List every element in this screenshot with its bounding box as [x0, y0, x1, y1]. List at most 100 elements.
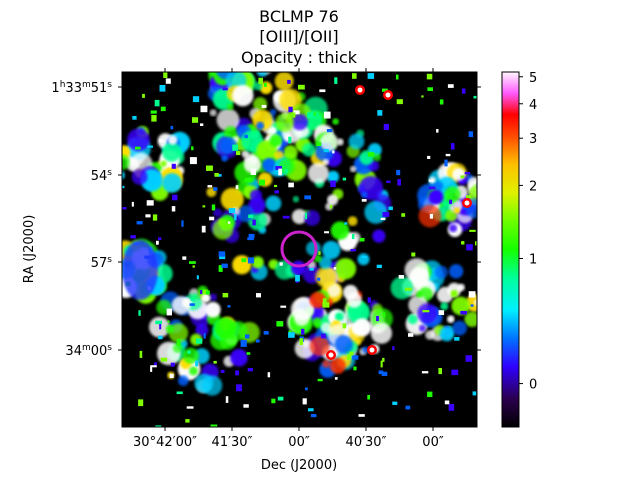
emission-speckle — [192, 117, 199, 123]
emission-speckle — [235, 370, 239, 376]
emission-speckle — [210, 424, 218, 427]
emission-blob — [322, 240, 341, 260]
emission-blob — [347, 216, 358, 227]
emission-blob — [275, 113, 294, 132]
emission-speckle — [342, 323, 347, 329]
emission-speckle — [309, 268, 314, 271]
emission-speckle — [205, 290, 210, 295]
emission-blob — [453, 207, 461, 214]
x-axis-label: Dec (J2000) — [261, 458, 337, 473]
emission-speckle — [150, 365, 157, 368]
emission-blob — [221, 154, 229, 162]
emission-blob — [201, 293, 211, 303]
emission-speckle — [256, 293, 261, 298]
emission-speckle — [191, 146, 194, 151]
emission-speckle — [132, 116, 137, 120]
emission-blob — [439, 326, 455, 342]
emission-speckle — [154, 99, 160, 107]
emission-speckle — [155, 425, 162, 427]
emission-speckle — [288, 182, 294, 188]
emission-blob — [346, 292, 362, 308]
emission-speckle — [159, 85, 166, 92]
emission-blob — [433, 181, 444, 191]
emission-speckle — [381, 371, 388, 376]
emission-speckle — [288, 106, 293, 113]
emission-speckle — [172, 194, 178, 201]
emission-speckle — [350, 249, 357, 252]
colorbar-tick-label: 0 — [529, 378, 537, 393]
emission-speckle — [145, 214, 151, 218]
emission-speckle — [376, 316, 379, 322]
emission-speckle — [323, 148, 329, 153]
emission-speckle — [196, 338, 203, 344]
emission-speckle — [211, 204, 216, 211]
emission-blob — [334, 335, 353, 354]
emission-speckle — [319, 89, 326, 93]
bright-core-center — [328, 352, 334, 358]
emission-blob — [312, 317, 322, 327]
emission-speckle — [447, 84, 454, 88]
bright-core-center — [385, 92, 391, 98]
emission-speckle — [305, 387, 308, 391]
emission-speckle — [267, 372, 271, 378]
emission-speckle — [159, 323, 162, 330]
emission-speckle — [202, 289, 209, 295]
emission-speckle — [263, 331, 269, 335]
emission-blob — [361, 191, 368, 198]
emission-blob — [436, 286, 454, 304]
emission-speckle — [408, 333, 414, 337]
emission-speckle — [426, 73, 433, 80]
emission-speckle — [209, 216, 215, 221]
colorbar: 0 1 2 3 4 5 — [501, 71, 537, 428]
emission-blob — [304, 210, 320, 226]
emission-blob — [162, 142, 182, 162]
emission-speckle — [321, 333, 326, 339]
emission-blob — [182, 347, 199, 364]
emission-speckle — [468, 131, 474, 138]
emission-speckle — [244, 134, 248, 139]
emission-speckle — [367, 73, 375, 79]
emission-speckle — [280, 305, 287, 308]
colorbar-gradient — [501, 71, 520, 428]
emission-blob — [213, 208, 222, 218]
x-tick-label: 41′30″ — [212, 435, 253, 450]
emission-speckle — [186, 406, 194, 409]
emission-speckle — [200, 290, 203, 294]
emission-blob — [283, 145, 298, 160]
emission-speckle — [240, 340, 247, 347]
emission-speckle — [192, 96, 200, 103]
emission-blob — [322, 359, 331, 368]
emission-blob — [259, 81, 273, 95]
emission-blob — [452, 320, 467, 336]
emission-blob — [291, 209, 307, 225]
x-tick-label: 00″ — [288, 435, 310, 450]
emission-speckle — [247, 368, 253, 372]
emission-blob — [464, 311, 477, 327]
emission-speckle — [185, 419, 190, 423]
emission-speckle — [308, 408, 314, 412]
emission-speckle — [322, 302, 330, 308]
emission-speckle — [392, 401, 398, 405]
emission-speckle — [256, 339, 260, 343]
emission-speckle — [235, 185, 239, 190]
aperture-circle — [280, 230, 318, 268]
emission-speckle — [367, 395, 370, 400]
y-tick-label: 34m​00s​ — [65, 343, 112, 359]
emission-speckle — [332, 150, 335, 154]
colorbar-tick-label: 3 — [529, 132, 537, 147]
emission-speckle — [248, 214, 254, 218]
emission-blob — [476, 183, 477, 188]
emission-speckle — [344, 222, 348, 225]
emission-speckle — [275, 166, 282, 170]
emission-speckle — [329, 204, 333, 209]
emission-blob — [452, 168, 466, 181]
emission-speckle — [439, 99, 444, 105]
emission-blob — [370, 322, 392, 344]
emission-speckle — [284, 169, 288, 174]
emission-speckle — [201, 225, 206, 233]
emission-speckle — [334, 77, 338, 84]
emission-speckle — [152, 214, 158, 221]
colorbar-ticks: 0 1 2 3 4 5 — [519, 71, 537, 393]
emission-speckle — [279, 262, 283, 266]
emission-blob — [209, 109, 217, 117]
